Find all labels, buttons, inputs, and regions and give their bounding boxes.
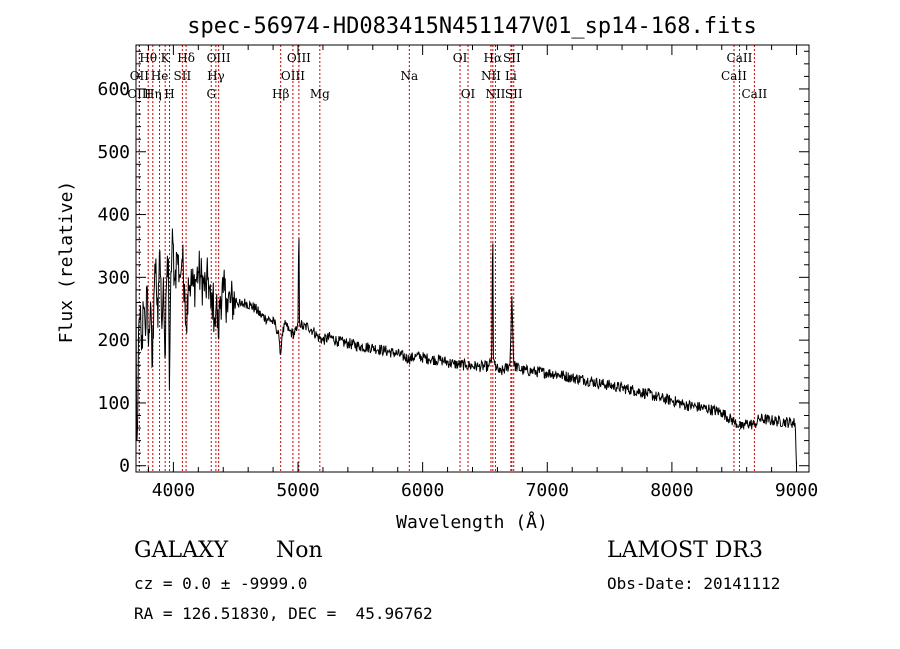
spectral-line-label: H	[164, 87, 174, 101]
spectral-line-label: OIII	[287, 51, 311, 65]
spectral-line-label: SII	[505, 87, 523, 101]
spectral-line-label: He	[151, 69, 169, 83]
spectral-line-label: SII	[174, 69, 192, 83]
spectral-line-label: CaII	[721, 69, 747, 83]
x-tick-label: 5000	[276, 480, 319, 501]
obs-date: Obs-Date: 20141112	[607, 574, 781, 593]
x-axis-label: Wavelength (Å)	[396, 511, 548, 533]
x-tick-label: 6000	[401, 480, 444, 501]
spectral-line-label: G	[206, 87, 216, 101]
spectral-line-label: OI	[461, 87, 476, 101]
spectral-line-label: OI	[453, 51, 468, 65]
coordinates: RA = 126.51830, DEC = 45.96762	[134, 604, 433, 623]
spectral-line-label: Li	[505, 69, 517, 83]
spectral-line-label: Hδ	[177, 51, 195, 65]
chart-title: spec-56974-HD083415N451147V01_sp14-168.f…	[187, 14, 757, 39]
spectral-line-label: Na	[400, 69, 418, 83]
y-tick-label: 200	[97, 330, 130, 351]
spectral-line-label: OIII	[281, 69, 305, 83]
spectral-line-label: Hθ	[139, 51, 157, 65]
spectral-line-label: Mg	[310, 87, 330, 101]
spectral-line-label: Hη	[144, 87, 162, 101]
spectral-line-label: OIII	[207, 51, 231, 65]
spectral-line-label: CaII	[727, 51, 753, 65]
spectral-line-label: K	[161, 51, 171, 65]
spectral-line-label: Hβ	[272, 87, 289, 101]
x-tick-label: 8000	[650, 480, 693, 501]
spectral-line-label: CaII	[741, 87, 767, 101]
survey-name: LAMOST DR3	[607, 538, 763, 563]
spectrum-line	[135, 228, 797, 466]
spectral-line-label: NII	[485, 87, 505, 101]
redshift-text: cz = 0.0 ± -9999.0	[134, 574, 308, 593]
x-tick-label: 4000	[152, 480, 195, 501]
y-tick-label: 0	[119, 456, 130, 477]
y-tick-label: 500	[97, 142, 130, 163]
axes: 4000 5000 6000 7000 8000 9000 0 100 200 300 400 500…	[97, 45, 818, 501]
object-subclass: Non	[276, 538, 323, 563]
spectral-line-label: Hγ	[207, 69, 225, 83]
y-tick-label: 400	[97, 205, 130, 226]
spectral-line-markers	[138, 45, 755, 472]
x-tick-label: 9000	[775, 480, 818, 501]
spectral-line-label: SII	[503, 51, 521, 65]
y-tick-label: 300	[97, 267, 130, 288]
y-axis-label: Flux (relative)	[56, 181, 77, 344]
spectral-line-label: OIII	[127, 87, 151, 101]
y-tick-label: 100	[97, 393, 130, 414]
spectral-line-label: Hα	[484, 51, 503, 65]
x-tick-label: 7000	[526, 480, 569, 501]
spectral-line-label: NII	[481, 69, 501, 83]
object-class: GALAXY	[134, 538, 229, 563]
y-tick-label: 600	[97, 79, 130, 100]
